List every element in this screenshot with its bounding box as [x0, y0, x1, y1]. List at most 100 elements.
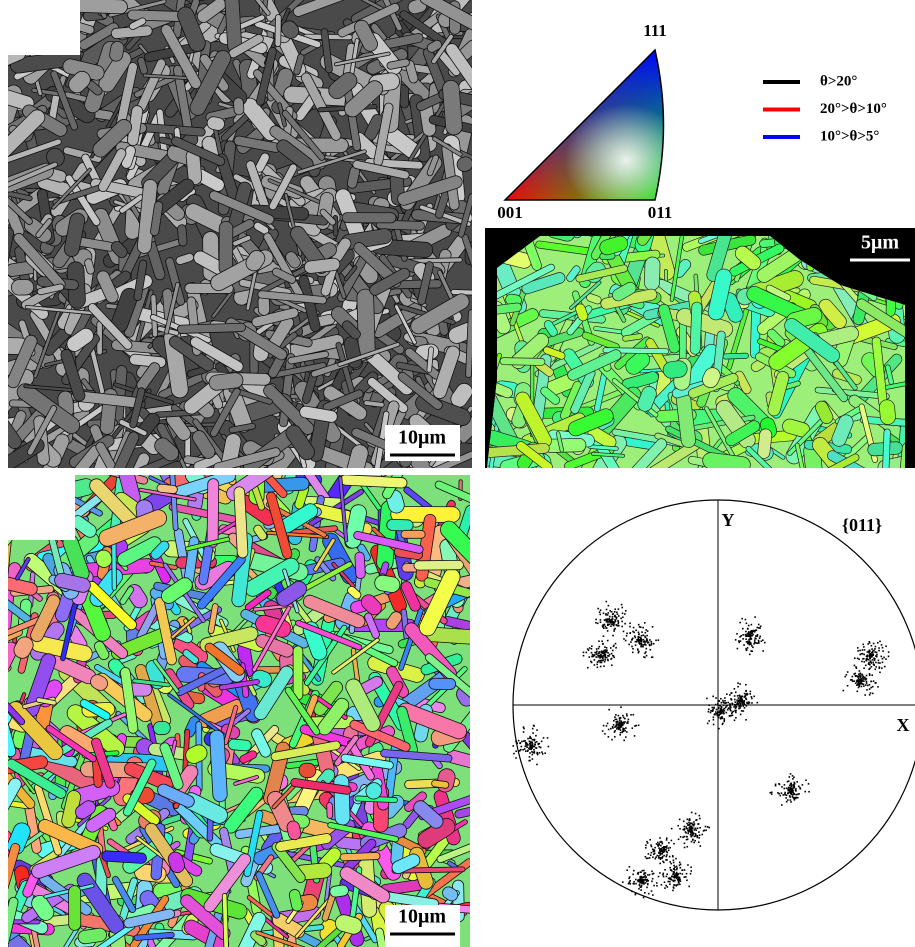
- pole-point: [613, 720, 615, 722]
- pole-point: [750, 691, 752, 693]
- pole-point: [607, 660, 609, 662]
- pole-point: [699, 834, 701, 836]
- pole-point: [784, 784, 786, 786]
- pole-point: [680, 836, 682, 838]
- pole-point: [745, 634, 747, 636]
- pole-point: [609, 654, 611, 656]
- pole-point: [854, 657, 856, 659]
- pole-point: [665, 859, 667, 861]
- pole-point: [757, 642, 759, 644]
- pole-point: [879, 672, 881, 674]
- pole-point: [758, 641, 760, 643]
- pole-point: [861, 674, 863, 676]
- pole-point: [787, 793, 789, 795]
- pole-point: [695, 833, 697, 835]
- pole-point: [607, 623, 609, 625]
- pole-point: [645, 636, 647, 638]
- grain: [177, 323, 246, 333]
- pole-point: [520, 742, 522, 744]
- pole-point: [606, 618, 608, 620]
- pole-point: [723, 718, 725, 720]
- pole-point: [532, 743, 534, 745]
- pole-point: [604, 657, 606, 659]
- pole-point: [875, 655, 877, 657]
- pole-point: [751, 645, 753, 647]
- legend-label: 10°>θ>5°: [820, 128, 879, 144]
- pole-point: [602, 657, 604, 659]
- pole-point: [682, 873, 684, 875]
- pole-point: [741, 699, 743, 701]
- pole-point: [747, 628, 749, 630]
- pole-point: [866, 682, 868, 684]
- pole-point: [612, 655, 614, 657]
- pole-point: [734, 710, 736, 712]
- pole-point: [881, 656, 883, 658]
- pole-point: [585, 652, 587, 654]
- pole-point: [685, 826, 687, 828]
- pole-point: [673, 881, 675, 883]
- scale-bar-label: 5μm: [861, 232, 899, 254]
- pole-point: [882, 650, 884, 652]
- pole-point: [638, 624, 640, 626]
- pole-point: [640, 880, 642, 882]
- pole-point: [878, 647, 880, 649]
- pole-point: [646, 841, 648, 843]
- pole-point: [711, 707, 713, 709]
- pole-point: [608, 729, 610, 731]
- pole-point: [868, 668, 870, 670]
- pole-point: [526, 746, 528, 748]
- pole-point: [713, 724, 715, 726]
- pole-point: [649, 639, 651, 641]
- pole-point: [605, 614, 607, 616]
- pole-point: [647, 874, 649, 876]
- pole-point: [595, 656, 597, 658]
- pole-point: [871, 674, 873, 676]
- pole-point: [656, 885, 658, 887]
- pole-point: [883, 657, 885, 659]
- pole-point: [746, 623, 748, 625]
- pole-point: [792, 794, 794, 796]
- pole-point: [594, 664, 596, 666]
- pole-point: [741, 710, 743, 712]
- pole-point: [729, 694, 731, 696]
- pole-point: [543, 737, 545, 739]
- pole-point: [708, 704, 710, 706]
- pole-point: [674, 876, 676, 878]
- pole-point: [755, 642, 757, 644]
- grain: [32, 496, 73, 522]
- pole-point: [708, 711, 710, 713]
- pole-point: [690, 823, 692, 825]
- pole-point: [647, 884, 649, 886]
- pole-point: [656, 843, 658, 845]
- pole-point: [751, 630, 753, 632]
- pole-point: [720, 708, 722, 710]
- pole-point: [854, 665, 856, 667]
- pole-point: [746, 694, 748, 696]
- pole-point: [694, 840, 696, 842]
- pole-point: [597, 623, 599, 625]
- ipf-gradient: [500, 45, 675, 205]
- pole-point: [860, 676, 862, 678]
- pole-point: [692, 834, 694, 836]
- pole-point: [675, 858, 677, 860]
- pole-point: [751, 624, 753, 626]
- pole-point: [652, 894, 654, 896]
- pole-point: [868, 659, 870, 661]
- pole-point: [685, 876, 687, 878]
- pole-point: [687, 838, 689, 840]
- pole-point: [612, 616, 614, 618]
- pole-point: [616, 618, 618, 620]
- pole-point: [853, 680, 855, 682]
- pole-point: [539, 752, 541, 754]
- pole-point: [613, 624, 615, 626]
- pole-point: [875, 666, 877, 668]
- pole-point: [668, 878, 670, 880]
- pole-point: [533, 749, 535, 751]
- pole-point: [869, 664, 871, 666]
- pole-point: [646, 638, 648, 640]
- pole-point: [879, 641, 881, 643]
- pole-point: [754, 616, 756, 618]
- pole-point: [786, 794, 788, 796]
- pole-point: [736, 633, 738, 635]
- pole-point: [868, 652, 870, 654]
